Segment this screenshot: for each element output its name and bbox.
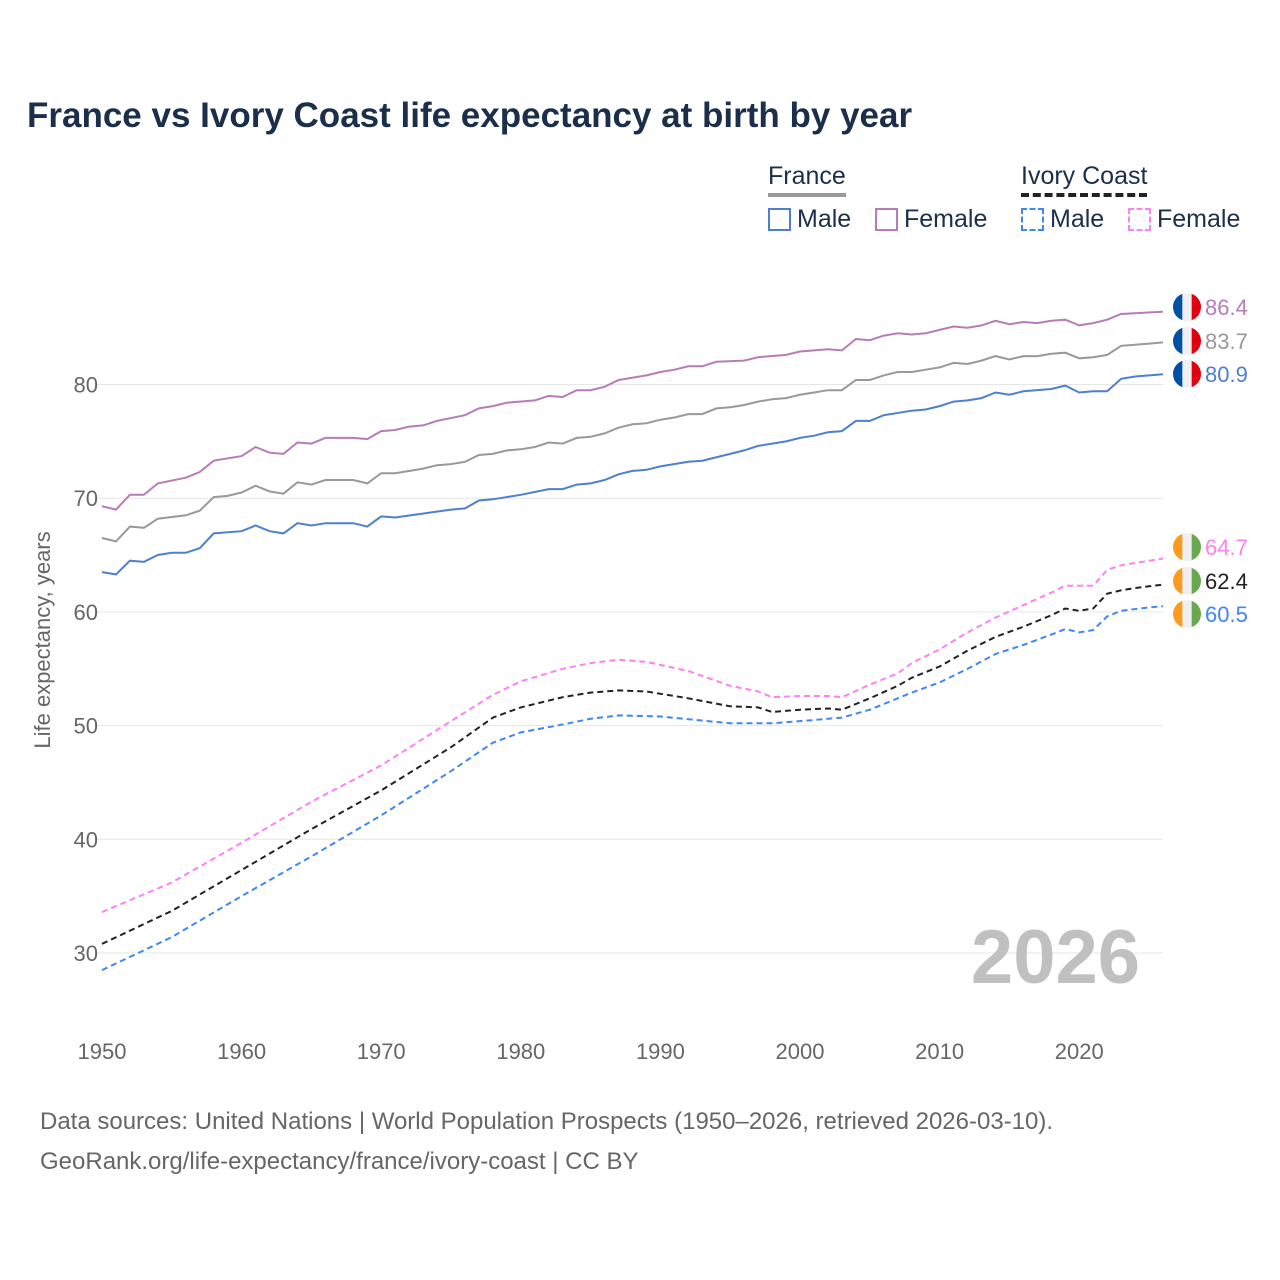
legend-france-female[interactable]: Female: [875, 205, 987, 234]
series-line-france-female[interactable]: [101, 310, 1164, 511]
france-flag-icon: [1173, 293, 1201, 321]
legend-group-ivory-coast: Ivory Coast: [1021, 162, 1148, 197]
ivory-coast-flag-icon: [1173, 533, 1201, 561]
series-line-ivory-coast[interactable]: [101, 583, 1164, 945]
y-tick-label: 50: [74, 714, 98, 739]
end-value-label: 62.4: [1205, 569, 1248, 594]
x-tick-label: 1990: [636, 1039, 685, 1064]
series-line-france-male[interactable]: [101, 373, 1164, 576]
source-line-1: Data sources: United Nations | World Pop…: [40, 1108, 1054, 1135]
x-tick-label: 1960: [217, 1039, 266, 1064]
y-axis-label: Life expectancy, years: [30, 531, 55, 748]
legend-swatch-ivory-coast-male: [1021, 208, 1044, 231]
y-tick-label: 30: [74, 941, 98, 966]
ivory-coast-flag-icon: [1173, 567, 1201, 595]
series-line-ivory-coast-male[interactable]: [101, 605, 1164, 972]
legend-label: Female: [904, 205, 988, 233]
x-tick-label: 1970: [357, 1039, 406, 1064]
y-tick-label: 80: [74, 373, 98, 398]
end-value-label: 86.4: [1205, 295, 1248, 320]
france-flag-icon: [1173, 327, 1201, 355]
legend-swatch-france-male: [768, 208, 791, 231]
end-value-label: 80.9: [1205, 362, 1248, 387]
chart-title: France vs Ivory Coast life expectancy at…: [27, 96, 913, 135]
source-line-2[interactable]: GeoRank.org/life-expectancy/france/ivory…: [40, 1148, 639, 1175]
end-value-label: 83.7: [1205, 329, 1248, 354]
legend-ivory-coast-female[interactable]: Female: [1128, 205, 1240, 234]
end-value-label: 64.7: [1205, 535, 1248, 560]
legend-label: Male: [1050, 205, 1105, 233]
year-watermark: 2026: [971, 915, 1140, 1000]
x-tick-label: 2000: [776, 1039, 825, 1064]
x-tick-label: 2020: [1055, 1039, 1104, 1064]
legend-france-male[interactable]: Male: [768, 205, 851, 234]
ivory-coast-flag-icon: [1173, 600, 1201, 628]
x-tick-label: 1950: [78, 1039, 127, 1064]
end-value-label: 60.5: [1205, 602, 1248, 627]
y-tick-label: 60: [74, 600, 98, 625]
legend-group-france: France: [768, 162, 846, 197]
y-tick-label: 40: [74, 827, 98, 852]
legend-swatch-france-female: [875, 208, 898, 231]
series-line-ivory-coast-female[interactable]: [101, 557, 1164, 914]
legend-label: Female: [1157, 205, 1241, 233]
y-tick-label: 70: [74, 486, 98, 511]
legend-swatch-ivory-coast-female: [1128, 208, 1151, 231]
series-line-france[interactable]: [101, 341, 1164, 543]
france-flag-icon: [1173, 360, 1201, 388]
x-tick-label: 2010: [915, 1039, 964, 1064]
x-tick-label: 1980: [496, 1039, 545, 1064]
legend-label: Male: [797, 205, 852, 233]
legend-ivory-coast-male[interactable]: Male: [1021, 205, 1104, 234]
